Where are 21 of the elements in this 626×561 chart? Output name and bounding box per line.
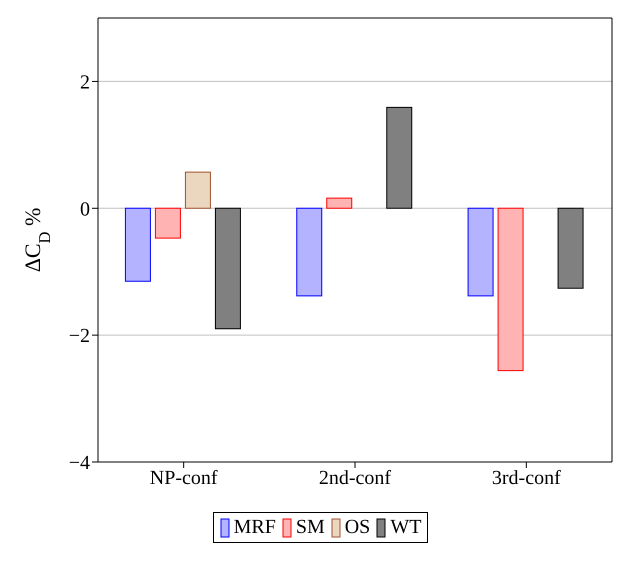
bar (184, 172, 211, 209)
y-tick-label: −4 (68, 452, 90, 474)
bar (154, 208, 181, 239)
x-tick-label: NP-conf (150, 467, 218, 490)
bar (558, 208, 584, 289)
x-tick-label: 2nd-conf (318, 467, 392, 490)
y-tick-label: −2 (68, 325, 90, 348)
legend-label: MRF (234, 516, 276, 539)
bar (326, 198, 352, 209)
bar (468, 208, 494, 296)
bar (498, 208, 524, 372)
bar (386, 106, 412, 209)
legend-label: SM (296, 516, 325, 539)
x-tick-label: 3rd-conf (492, 467, 562, 490)
y-tick-label: 2 (80, 72, 90, 94)
bar (124, 208, 151, 282)
y-tick-label: 0 (80, 198, 90, 220)
bar (296, 208, 322, 296)
legend-label: OS (344, 516, 370, 539)
legend-label: WT (390, 516, 422, 539)
bar (214, 208, 241, 330)
